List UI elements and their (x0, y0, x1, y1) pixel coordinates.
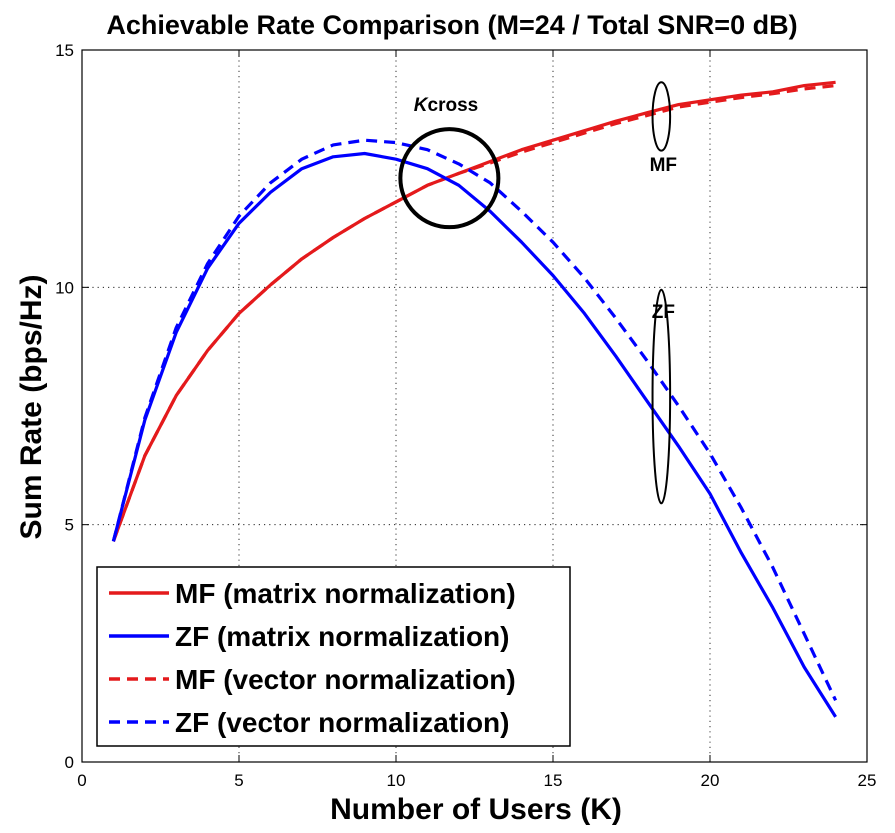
y-axis-label: Sum Rate (bps/Hz) (15, 274, 48, 539)
plot-border (81, 49, 868, 763)
chart-title: Achievable Rate Comparison (M=24 / Total… (106, 10, 797, 40)
annotation-ellipse-kcross (398, 127, 501, 230)
annotation-label-rest: cross (428, 95, 479, 116)
legend-box (96, 566, 571, 747)
x-axis-label: Number of Users (K) (330, 793, 622, 826)
x-tick-label: 15 (544, 771, 563, 790)
x-tick-label: 0 (77, 771, 86, 790)
series-line-4 (111, 138, 838, 701)
axis-ticks: 0 5 10 15 20 25 0 5 10 15 (55, 41, 876, 790)
annotation-ellipse-mf (651, 81, 672, 152)
series-line-2 (111, 151, 837, 718)
annotation-label-italic: K (414, 95, 429, 116)
x-tick-label: 5 (234, 771, 243, 790)
y-tick-label: 0 (65, 753, 74, 772)
annotation-label-kcross: Kcross (414, 95, 478, 116)
annotation-label-zf: ZF (652, 302, 675, 323)
annotation-label-mf: MF (650, 155, 677, 176)
legend: MF (matrix normalization) ZF (matrix norm… (96, 566, 571, 747)
annotations: Kcross MF ZF (398, 81, 677, 505)
legend-label-2: ZF (matrix normalization) (175, 621, 509, 652)
x-tick-label: 25 (858, 771, 877, 790)
y-tick-label: 5 (65, 516, 74, 535)
legend-label-3: MF (vector normalization) (175, 664, 516, 695)
annotation-ellipse-zf (651, 288, 672, 505)
legend-label-4: ZF (vector normalization) (175, 707, 509, 738)
legend-label-1: MF (matrix normalization) (175, 578, 516, 609)
y-tick-label: 10 (55, 278, 74, 297)
y-tick-label: 15 (55, 41, 74, 60)
x-tick-label: 10 (387, 771, 406, 790)
series-group (111, 80, 838, 718)
series-line-3 (111, 84, 836, 542)
x-tick-label: 20 (701, 771, 720, 790)
